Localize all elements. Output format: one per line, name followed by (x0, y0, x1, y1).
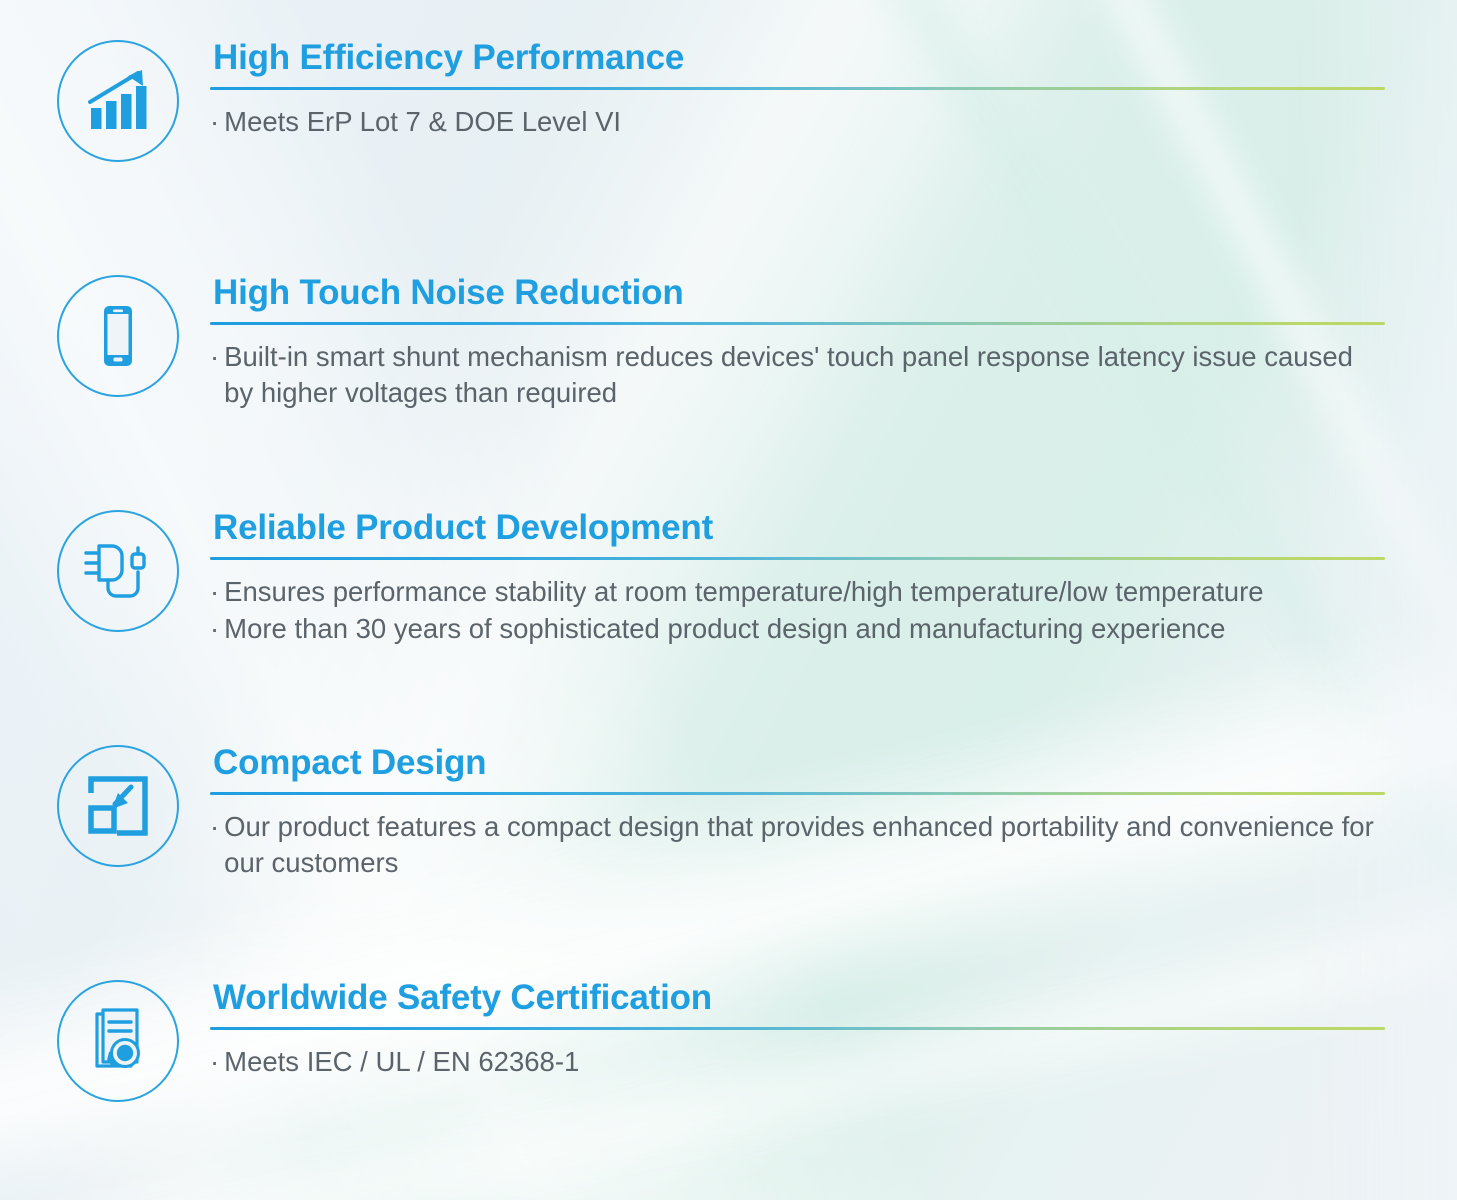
feature-item-reliable-product-development: Reliable Product Development · Ensures p… (0, 508, 1457, 649)
feature-icon-wrap (55, 745, 180, 867)
feature-text-column: High Touch Noise Reduction · Built-in sm… (210, 273, 1457, 413)
bullet-item: · Ensures performance stability at room … (210, 574, 1385, 611)
smartphone-icon (56, 275, 179, 397)
growth-bar-chart-icon (56, 40, 179, 162)
feature-title: Compact Design (213, 743, 487, 782)
power-adapter-icon (56, 510, 179, 632)
bullet-marker-icon: · (210, 613, 220, 645)
feature-icon-wrap (55, 510, 180, 632)
feature-title: High Efficiency Performance (213, 38, 685, 77)
feature-title: Reliable Product Development (213, 508, 714, 547)
feature-text-column: Compact Design · Our product features a … (210, 743, 1457, 883)
feature-text-column: High Efficiency Performance · Meets ErP … (210, 38, 1457, 141)
feature-item-compact-design: Compact Design · Our product features a … (0, 743, 1457, 883)
feature-bullets: · Meets IEC / UL / EN 62368-1 (210, 1044, 1385, 1081)
feature-text-column: Reliable Product Development · Ensures p… (210, 508, 1457, 649)
feature-title: High Touch Noise Reduction (213, 273, 684, 312)
bullet-marker-icon: · (210, 340, 220, 372)
feature-bullets: · Built-in smart shunt mechanism reduces… (210, 339, 1385, 412)
bullet-item: · Our product features a compact design … (210, 809, 1385, 882)
feature-bullets: · Our product features a compact design … (210, 809, 1385, 882)
certificate-seal-icon (56, 980, 179, 1102)
feature-text-column: Worldwide Safety Certification · Meets I… (210, 978, 1457, 1081)
feature-item-high-efficiency-performance: High Efficiency Performance · Meets ErP … (0, 38, 1457, 162)
feature-divider (210, 1026, 1385, 1030)
feature-bullets: · Meets ErP Lot 7 & DOE Level VI (210, 104, 1385, 141)
bullet-text: Meets IEC / UL / EN 62368-1 (224, 1045, 580, 1077)
feature-icon-wrap (55, 275, 180, 397)
feature-icon-wrap (55, 980, 180, 1102)
bullet-item: · Meets ErP Lot 7 & DOE Level VI (210, 104, 1385, 141)
feature-item-high-touch-noise-reduction: High Touch Noise Reduction · Built-in sm… (0, 273, 1457, 413)
bullet-item: · Meets IEC / UL / EN 62368-1 (210, 1044, 1385, 1081)
bullet-text: Meets ErP Lot 7 & DOE Level VI (224, 105, 622, 137)
feature-divider (210, 321, 1385, 325)
feature-icon-wrap (55, 40, 180, 162)
feature-title: Worldwide Safety Certification (213, 978, 712, 1017)
compact-resize-icon (56, 745, 179, 867)
feature-item-worldwide-safety-certification: Worldwide Safety Certification · Meets I… (0, 978, 1457, 1102)
bullet-text: More than 30 years of sophisticated prod… (224, 613, 1226, 645)
bullet-marker-icon: · (210, 105, 220, 137)
bullet-marker-icon: · (210, 575, 220, 607)
bullet-marker-icon: · (210, 1045, 220, 1077)
bullet-item: · More than 30 years of sophisticated pr… (210, 611, 1385, 648)
bullet-item: · Built-in smart shunt mechanism reduces… (210, 339, 1385, 412)
bullet-text: Ensures performance stability at room te… (224, 575, 1264, 607)
bullet-marker-icon: · (210, 810, 220, 842)
bullet-text: Our product features a compact design th… (224, 810, 1374, 879)
bullet-text: Built-in smart shunt mechanism reduces d… (224, 340, 1353, 409)
feature-divider (210, 556, 1385, 560)
feature-divider (210, 86, 1385, 90)
feature-bullets: · Ensures performance stability at room … (210, 574, 1385, 648)
feature-divider (210, 791, 1385, 795)
